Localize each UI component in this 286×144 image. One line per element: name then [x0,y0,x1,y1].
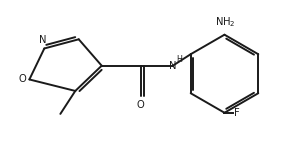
Text: H: H [176,55,182,64]
Text: O: O [18,74,26,85]
Text: O: O [137,100,145,110]
Text: N: N [39,35,47,45]
Text: NH$_2$: NH$_2$ [215,15,236,29]
Text: F: F [234,108,239,118]
Text: N: N [169,61,176,71]
